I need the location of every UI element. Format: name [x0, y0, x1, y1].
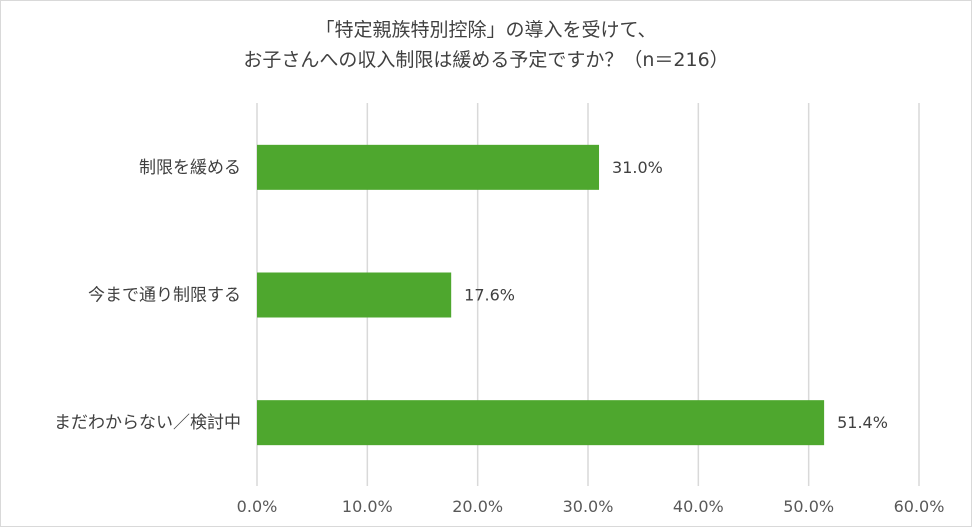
- chart-title-line-2: お子さんへの収入制限は緩める予定ですか？（n＝216）: [243, 49, 729, 71]
- x-tick-label: 50.0%: [783, 497, 834, 516]
- data-label: 17.6%: [464, 286, 515, 305]
- bar: [257, 272, 452, 318]
- category-label: まだわからない／検討中: [54, 413, 241, 433]
- category-label: 制限を緩める: [139, 158, 241, 178]
- x-tick-label: 30.0%: [563, 497, 614, 516]
- x-tick-label: 0.0%: [237, 497, 278, 516]
- data-label: 31.0%: [612, 158, 663, 177]
- category-label: 今まで通り制限する: [88, 286, 241, 306]
- x-tick-label: 20.0%: [452, 497, 503, 516]
- x-tick-label: 10.0%: [342, 497, 393, 516]
- x-tick-label: 60.0%: [894, 497, 945, 516]
- bar: [257, 400, 825, 446]
- bar: [257, 144, 600, 190]
- data-label: 51.4%: [837, 413, 888, 432]
- chart-title-line-1: 「特定親族特別控除」の導入を受けて、: [315, 19, 657, 41]
- x-tick-label: 40.0%: [673, 497, 724, 516]
